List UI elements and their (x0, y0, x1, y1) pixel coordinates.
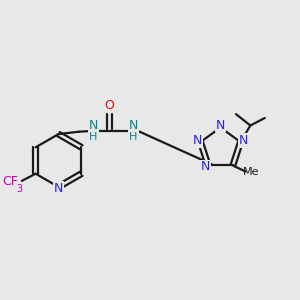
Text: 3: 3 (17, 184, 23, 194)
Text: O: O (105, 99, 114, 112)
Text: N: N (54, 182, 63, 195)
Text: N: N (201, 160, 210, 173)
Text: H: H (89, 131, 98, 142)
Text: N: N (193, 134, 202, 147)
Text: N: N (239, 134, 248, 147)
Text: H: H (129, 131, 138, 142)
Text: N: N (88, 119, 98, 132)
Text: N: N (216, 118, 225, 132)
Text: N: N (129, 119, 138, 132)
Text: Me: Me (243, 167, 260, 177)
Text: CF: CF (2, 175, 18, 188)
